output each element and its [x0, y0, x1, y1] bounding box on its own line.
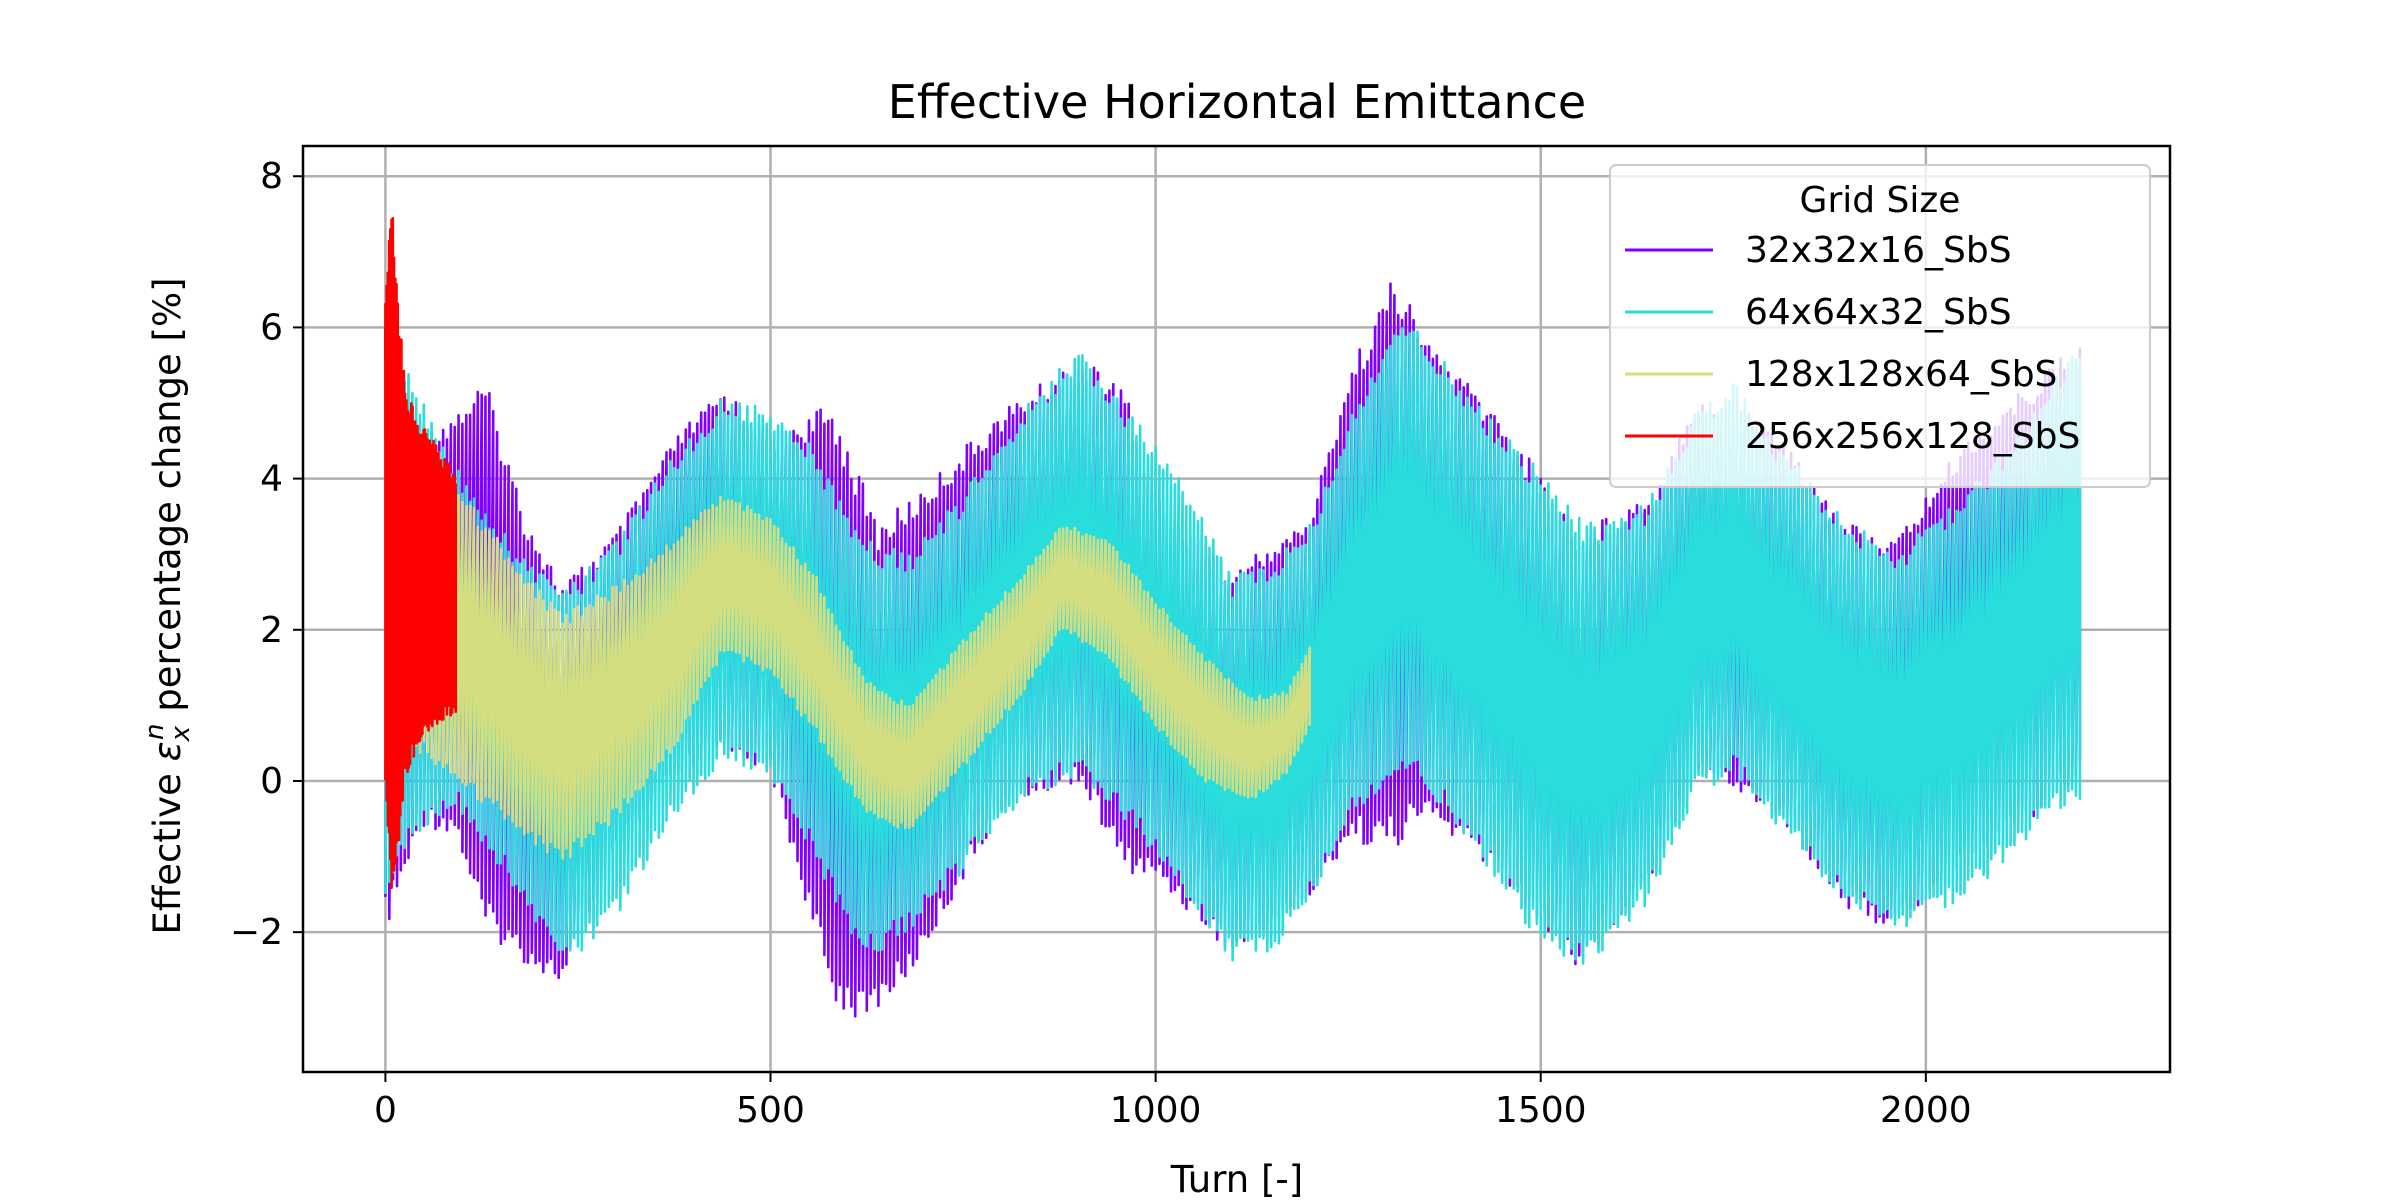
- y-tick-label: 8: [260, 156, 283, 197]
- y-tick-label: 4: [260, 459, 283, 500]
- legend-box: [1609, 164, 2151, 488]
- y-axis-title-prefix: Effective: [146, 761, 189, 934]
- x-tick-label: 2000: [1880, 1090, 1972, 1131]
- x-tick-label: 1500: [1495, 1090, 1587, 1131]
- legend-entries: 32x32x16_SbS 64x64x32_SbS 128x128x64_SbS 25…: [1625, 230, 2080, 457]
- series-group: [384, 217, 2082, 1018]
- plot-area: [384, 217, 2082, 1018]
- x-tick-label: 0: [374, 1090, 397, 1131]
- y-axis-title: Effective εxn percentage change [%]: [140, 277, 196, 934]
- legend: Grid Size 32x32x16_SbS 64x64x32_SbS 128x12…: [1609, 164, 2151, 488]
- legend-title: Grid Size: [1800, 180, 1961, 221]
- legend-label: 256x256x128_SbS: [1745, 416, 2080, 457]
- series-line-128x128x64_SbS: [384, 435, 1311, 860]
- y-tick-label: −2: [230, 912, 283, 953]
- axis-ticks: 0 500 1000 1500 2000 −2 0 2 4 6 8: [230, 156, 1972, 1131]
- x-axis-title: Turn [-]: [1170, 1158, 1303, 1200]
- axes-frame: [301, 144, 2172, 1074]
- x-tick-label: 1000: [1110, 1090, 1202, 1131]
- y-tick-label: 6: [260, 307, 283, 348]
- series-line-256x256x128_SbS: [384, 217, 457, 889]
- y-axis-title-subscript: x: [166, 725, 196, 742]
- legend-label: 128x128x64_SbS: [1745, 354, 2057, 395]
- y-tick-label: 2: [260, 610, 283, 651]
- y-axis-title-superscript: n: [140, 724, 170, 740]
- y-axis-title-symbol: ε: [146, 741, 189, 761]
- legend-label: 64x64x32_SbS: [1745, 292, 2012, 333]
- chart-title: Effective Horizontal Emittance: [888, 75, 1586, 129]
- legend-label: 32x32x16_SbS: [1745, 230, 2012, 271]
- y-axis-title-suffix: percentage change [%]: [146, 277, 189, 723]
- x-tick-label: 500: [736, 1090, 805, 1131]
- y-tick-label: 0: [260, 761, 283, 802]
